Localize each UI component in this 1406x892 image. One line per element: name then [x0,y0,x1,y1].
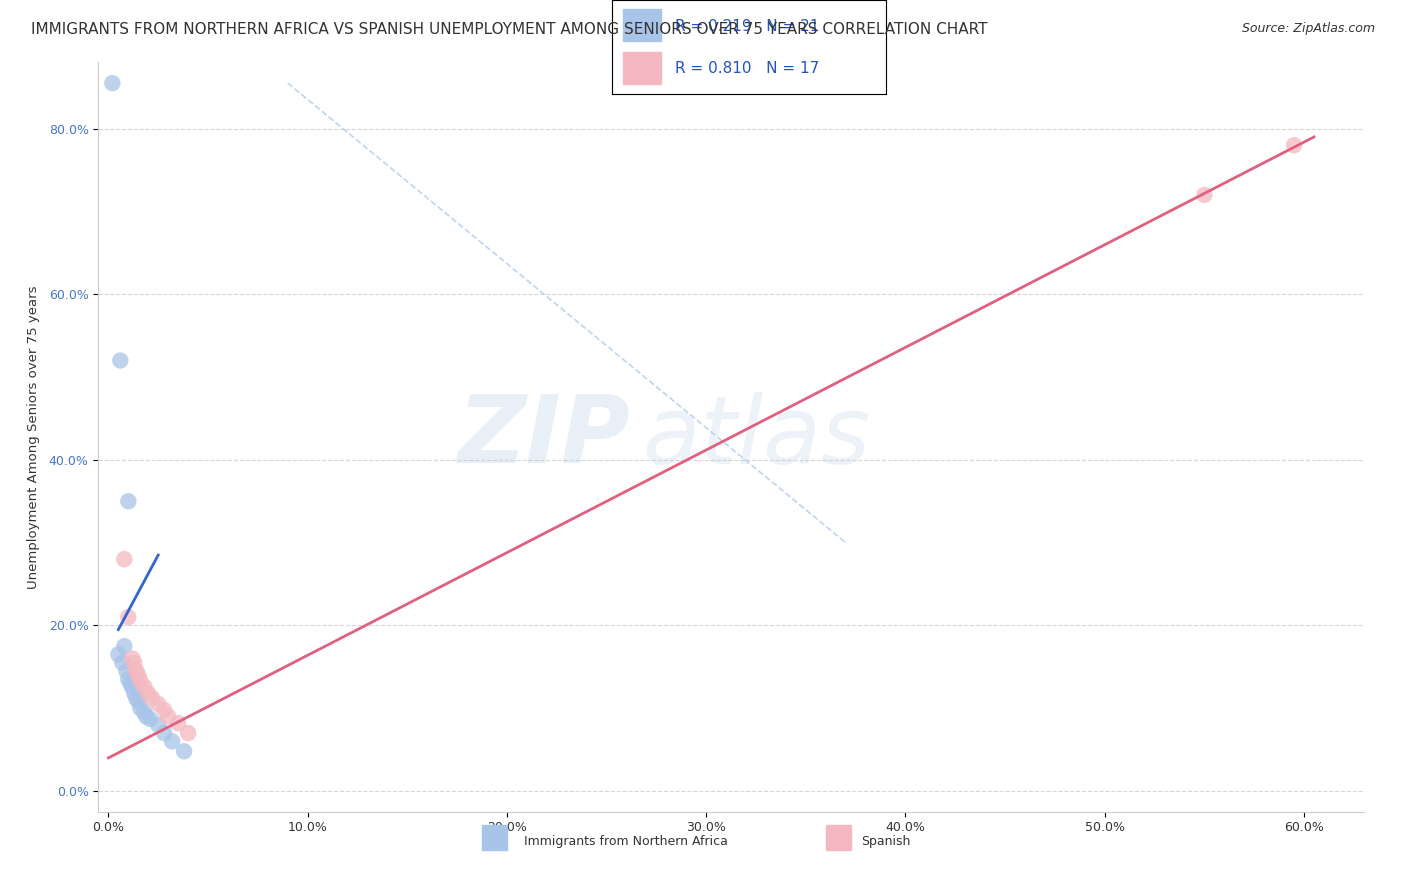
Point [124,686,146,700]
Point [1282,138,1305,153]
Point [107,648,129,662]
Point [134,680,156,694]
Text: Source: ZipAtlas.com: Source: ZipAtlas.com [1241,22,1375,36]
Point [117,672,139,686]
Point [117,610,139,624]
Point [115,664,138,678]
Point [157,709,180,723]
Point [1194,188,1216,202]
Bar [623,53,661,85]
Point [160,734,183,748]
Y-axis label: Unemployment Among Seniors over 75 years: Unemployment Among Seniors over 75 years [27,285,41,589]
Text: Immigrants from Northern Africa: Immigrants from Northern Africa [523,835,728,847]
Point [124,656,146,670]
Text: IMMIGRANTS FROM NORTHERN AFRICA VS SPANISH UNEMPLOYMENT AMONG SENIORS OVER 75 YE: IMMIGRANTS FROM NORTHERN AFRICA VS SPANI… [31,22,987,37]
Point [153,726,176,740]
Point [136,686,159,700]
Point [173,744,195,758]
Text: R = 0.219   N = 21: R = 0.219 N = 21 [675,19,820,34]
Point [125,691,148,706]
Text: atlas: atlas [643,392,870,483]
Point [110,353,132,368]
Point [129,701,152,715]
Point [112,552,135,566]
Point [121,651,143,665]
Point [127,668,149,682]
Point [111,656,134,670]
Text: Spanish: Spanish [860,835,911,847]
Point [101,76,124,90]
Point [148,697,170,711]
Text: R = 0.810   N = 17: R = 0.810 N = 17 [675,61,818,76]
Point [135,709,157,723]
Point [120,676,142,690]
Bar [623,9,661,41]
Point [148,718,170,732]
Point [129,673,152,688]
Point [167,716,190,731]
Point [139,712,162,726]
Point [141,691,163,706]
Point [177,726,200,740]
Text: ZIP: ZIP [457,391,630,483]
Point [117,494,139,508]
Point [153,703,176,717]
Point [112,639,135,653]
Point [121,681,143,695]
Point [134,706,156,720]
Point [125,664,148,678]
Point [127,695,149,709]
